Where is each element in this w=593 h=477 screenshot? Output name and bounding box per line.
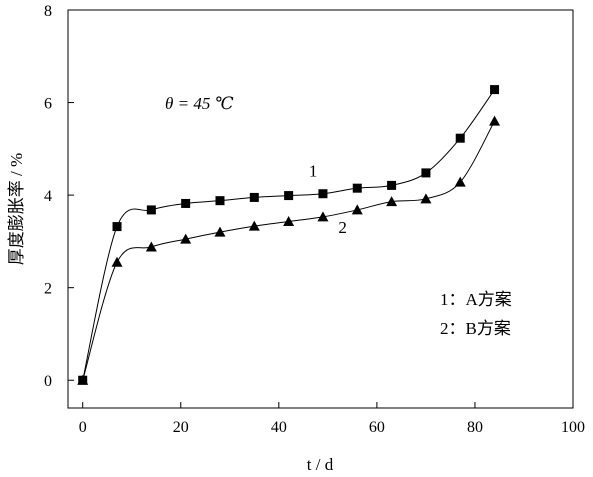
data-point-triangle: [145, 241, 157, 252]
data-point-triangle: [214, 226, 226, 237]
data-point-square: [249, 192, 259, 202]
series-line-2: [82, 120, 495, 381]
series-label-layer: 12: [309, 162, 347, 237]
data-point-square: [215, 196, 225, 206]
x-tick-label: 100: [561, 419, 585, 436]
data-point-square: [455, 133, 465, 143]
data-point-square: [352, 183, 362, 193]
data-point-triangle: [489, 115, 501, 126]
data-point-triangle: [454, 176, 466, 187]
data-point-square: [490, 85, 500, 95]
x-tick-label: 40: [271, 419, 287, 436]
series-number-label: 2: [338, 218, 347, 237]
legend-entry-2: 2：B方案: [440, 319, 511, 338]
data-point-triangle: [180, 233, 192, 244]
data-point-square: [284, 191, 294, 201]
legend-entry-1: 1：A方案: [440, 290, 512, 309]
y-axis-label: 厚度膨胀率 / %: [7, 153, 26, 265]
x-tick-label: 60: [369, 419, 385, 436]
data-point-triangle: [351, 204, 363, 215]
series-layer: [77, 85, 501, 385]
x-axis: 0 20 40 60 80 100: [79, 402, 585, 436]
x-tick-label: 20: [173, 419, 189, 436]
x-tick-label: 0: [79, 419, 87, 436]
data-point-triangle: [420, 193, 432, 204]
data-point-triangle: [111, 256, 123, 267]
y-tick-label: 4: [44, 188, 52, 205]
data-point-square: [112, 222, 122, 232]
data-point-triangle: [317, 211, 329, 222]
data-point-triangle: [77, 374, 89, 385]
series-number-label: 1: [309, 162, 318, 181]
y-tick-label: 8: [44, 3, 52, 20]
data-point-triangle: [386, 196, 398, 207]
y-tick-label: 0: [44, 373, 52, 390]
data-point-square: [318, 189, 328, 199]
y-axis: 0 2 4 6 8: [44, 3, 74, 390]
data-point-square: [181, 198, 191, 208]
x-axis-label: t / d: [307, 455, 334, 474]
series-line-1: [82, 89, 495, 381]
data-point-triangle: [283, 215, 295, 226]
data-point-triangle: [248, 220, 260, 231]
plot-frame: [67, 9, 574, 409]
y-tick-label: 2: [44, 281, 52, 298]
data-point-square: [387, 180, 397, 190]
annotation-theta: θ = 45 ℃: [165, 94, 234, 113]
x-tick-label: 80: [467, 419, 483, 436]
data-point-square: [421, 168, 431, 178]
y-tick-label: 6: [44, 96, 52, 113]
data-point-square: [146, 205, 156, 215]
